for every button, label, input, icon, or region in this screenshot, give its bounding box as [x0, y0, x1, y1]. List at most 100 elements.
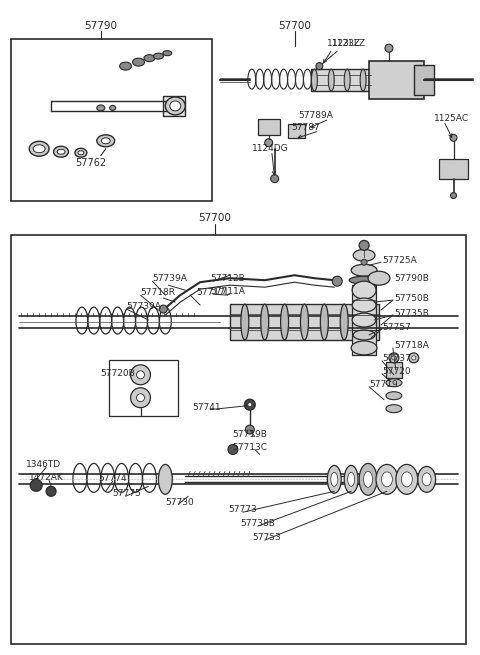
Ellipse shape — [328, 69, 334, 91]
Circle shape — [30, 479, 42, 491]
Bar — [312, 69, 371, 91]
Ellipse shape — [351, 264, 377, 276]
Bar — [230, 304, 379, 340]
Ellipse shape — [57, 149, 65, 154]
Circle shape — [245, 425, 254, 434]
Bar — [386, 362, 402, 378]
Text: 57735B: 57735B — [394, 309, 429, 318]
Ellipse shape — [158, 464, 172, 495]
Text: 1123LZ: 1123LZ — [327, 39, 361, 48]
Ellipse shape — [396, 464, 418, 495]
Bar — [369, 61, 424, 99]
Text: 57739A: 57739A — [153, 274, 187, 283]
Ellipse shape — [386, 405, 402, 413]
Text: 57700: 57700 — [278, 21, 311, 31]
Text: 57762: 57762 — [75, 158, 107, 168]
Ellipse shape — [78, 151, 84, 155]
Text: 57730: 57730 — [165, 498, 194, 507]
Text: 57790B: 57790B — [394, 274, 429, 283]
Text: 57790: 57790 — [84, 21, 117, 31]
Ellipse shape — [281, 304, 288, 340]
Ellipse shape — [97, 105, 105, 111]
Text: 57757: 57757 — [382, 322, 411, 331]
Circle shape — [451, 193, 456, 198]
Ellipse shape — [110, 105, 116, 111]
Ellipse shape — [352, 281, 376, 299]
Bar — [352, 285, 376, 355]
Text: 57719B: 57719B — [232, 430, 267, 439]
Ellipse shape — [154, 53, 163, 59]
Bar — [108, 360, 178, 416]
Ellipse shape — [368, 271, 390, 285]
Bar — [163, 96, 185, 116]
Ellipse shape — [376, 464, 398, 495]
Ellipse shape — [101, 138, 110, 144]
Bar — [439, 159, 468, 179]
Circle shape — [46, 486, 56, 496]
Bar — [12, 235, 467, 644]
Ellipse shape — [401, 472, 412, 487]
Circle shape — [244, 399, 255, 410]
Text: 57718A: 57718A — [394, 341, 429, 350]
Circle shape — [271, 175, 278, 183]
Ellipse shape — [170, 101, 181, 111]
Circle shape — [392, 356, 396, 360]
Ellipse shape — [75, 148, 87, 157]
Text: 1123LZ: 1123LZ — [332, 39, 366, 48]
Ellipse shape — [29, 141, 49, 157]
Ellipse shape — [360, 69, 366, 91]
Text: 57713C: 57713C — [232, 443, 267, 452]
Bar — [288, 124, 305, 138]
Bar — [258, 119, 280, 135]
Ellipse shape — [331, 472, 338, 486]
Text: 57739A: 57739A — [127, 301, 161, 310]
Text: 57725A: 57725A — [382, 256, 417, 265]
Text: 57773: 57773 — [228, 505, 257, 514]
Text: 1124DG: 1124DG — [252, 144, 288, 153]
Text: 1125AC: 1125AC — [433, 115, 469, 123]
Circle shape — [131, 365, 150, 384]
Text: 57720: 57720 — [382, 367, 410, 377]
Ellipse shape — [351, 341, 377, 355]
Circle shape — [385, 44, 393, 52]
Text: 57775: 57775 — [113, 489, 142, 498]
Ellipse shape — [348, 472, 355, 486]
Ellipse shape — [312, 69, 317, 91]
Text: 57720B: 57720B — [101, 369, 135, 379]
Circle shape — [332, 276, 342, 286]
Bar — [12, 39, 212, 200]
Ellipse shape — [320, 304, 328, 340]
Ellipse shape — [327, 466, 341, 493]
Circle shape — [228, 445, 238, 455]
Ellipse shape — [163, 50, 172, 56]
Text: 57787: 57787 — [291, 123, 320, 132]
Circle shape — [316, 63, 323, 69]
Ellipse shape — [132, 58, 144, 66]
Ellipse shape — [382, 472, 393, 487]
Ellipse shape — [300, 304, 309, 340]
Text: 57711A: 57711A — [210, 287, 245, 295]
Circle shape — [264, 139, 273, 147]
Ellipse shape — [97, 135, 115, 147]
Circle shape — [389, 353, 399, 363]
Circle shape — [159, 305, 168, 313]
Ellipse shape — [359, 464, 377, 495]
Ellipse shape — [422, 473, 431, 486]
Circle shape — [136, 394, 144, 402]
Ellipse shape — [54, 146, 69, 157]
Ellipse shape — [33, 145, 45, 153]
Ellipse shape — [349, 276, 379, 284]
Text: 57750B: 57750B — [394, 293, 429, 303]
Circle shape — [136, 371, 144, 379]
Text: 1346TD: 1346TD — [26, 460, 61, 469]
Text: 57712B: 57712B — [210, 274, 245, 283]
Ellipse shape — [352, 298, 376, 312]
Ellipse shape — [261, 304, 269, 340]
Ellipse shape — [241, 304, 249, 340]
Circle shape — [131, 388, 150, 407]
Ellipse shape — [344, 69, 350, 91]
Ellipse shape — [340, 304, 348, 340]
Ellipse shape — [344, 466, 358, 493]
Text: 57741: 57741 — [192, 403, 221, 412]
Circle shape — [450, 134, 457, 141]
